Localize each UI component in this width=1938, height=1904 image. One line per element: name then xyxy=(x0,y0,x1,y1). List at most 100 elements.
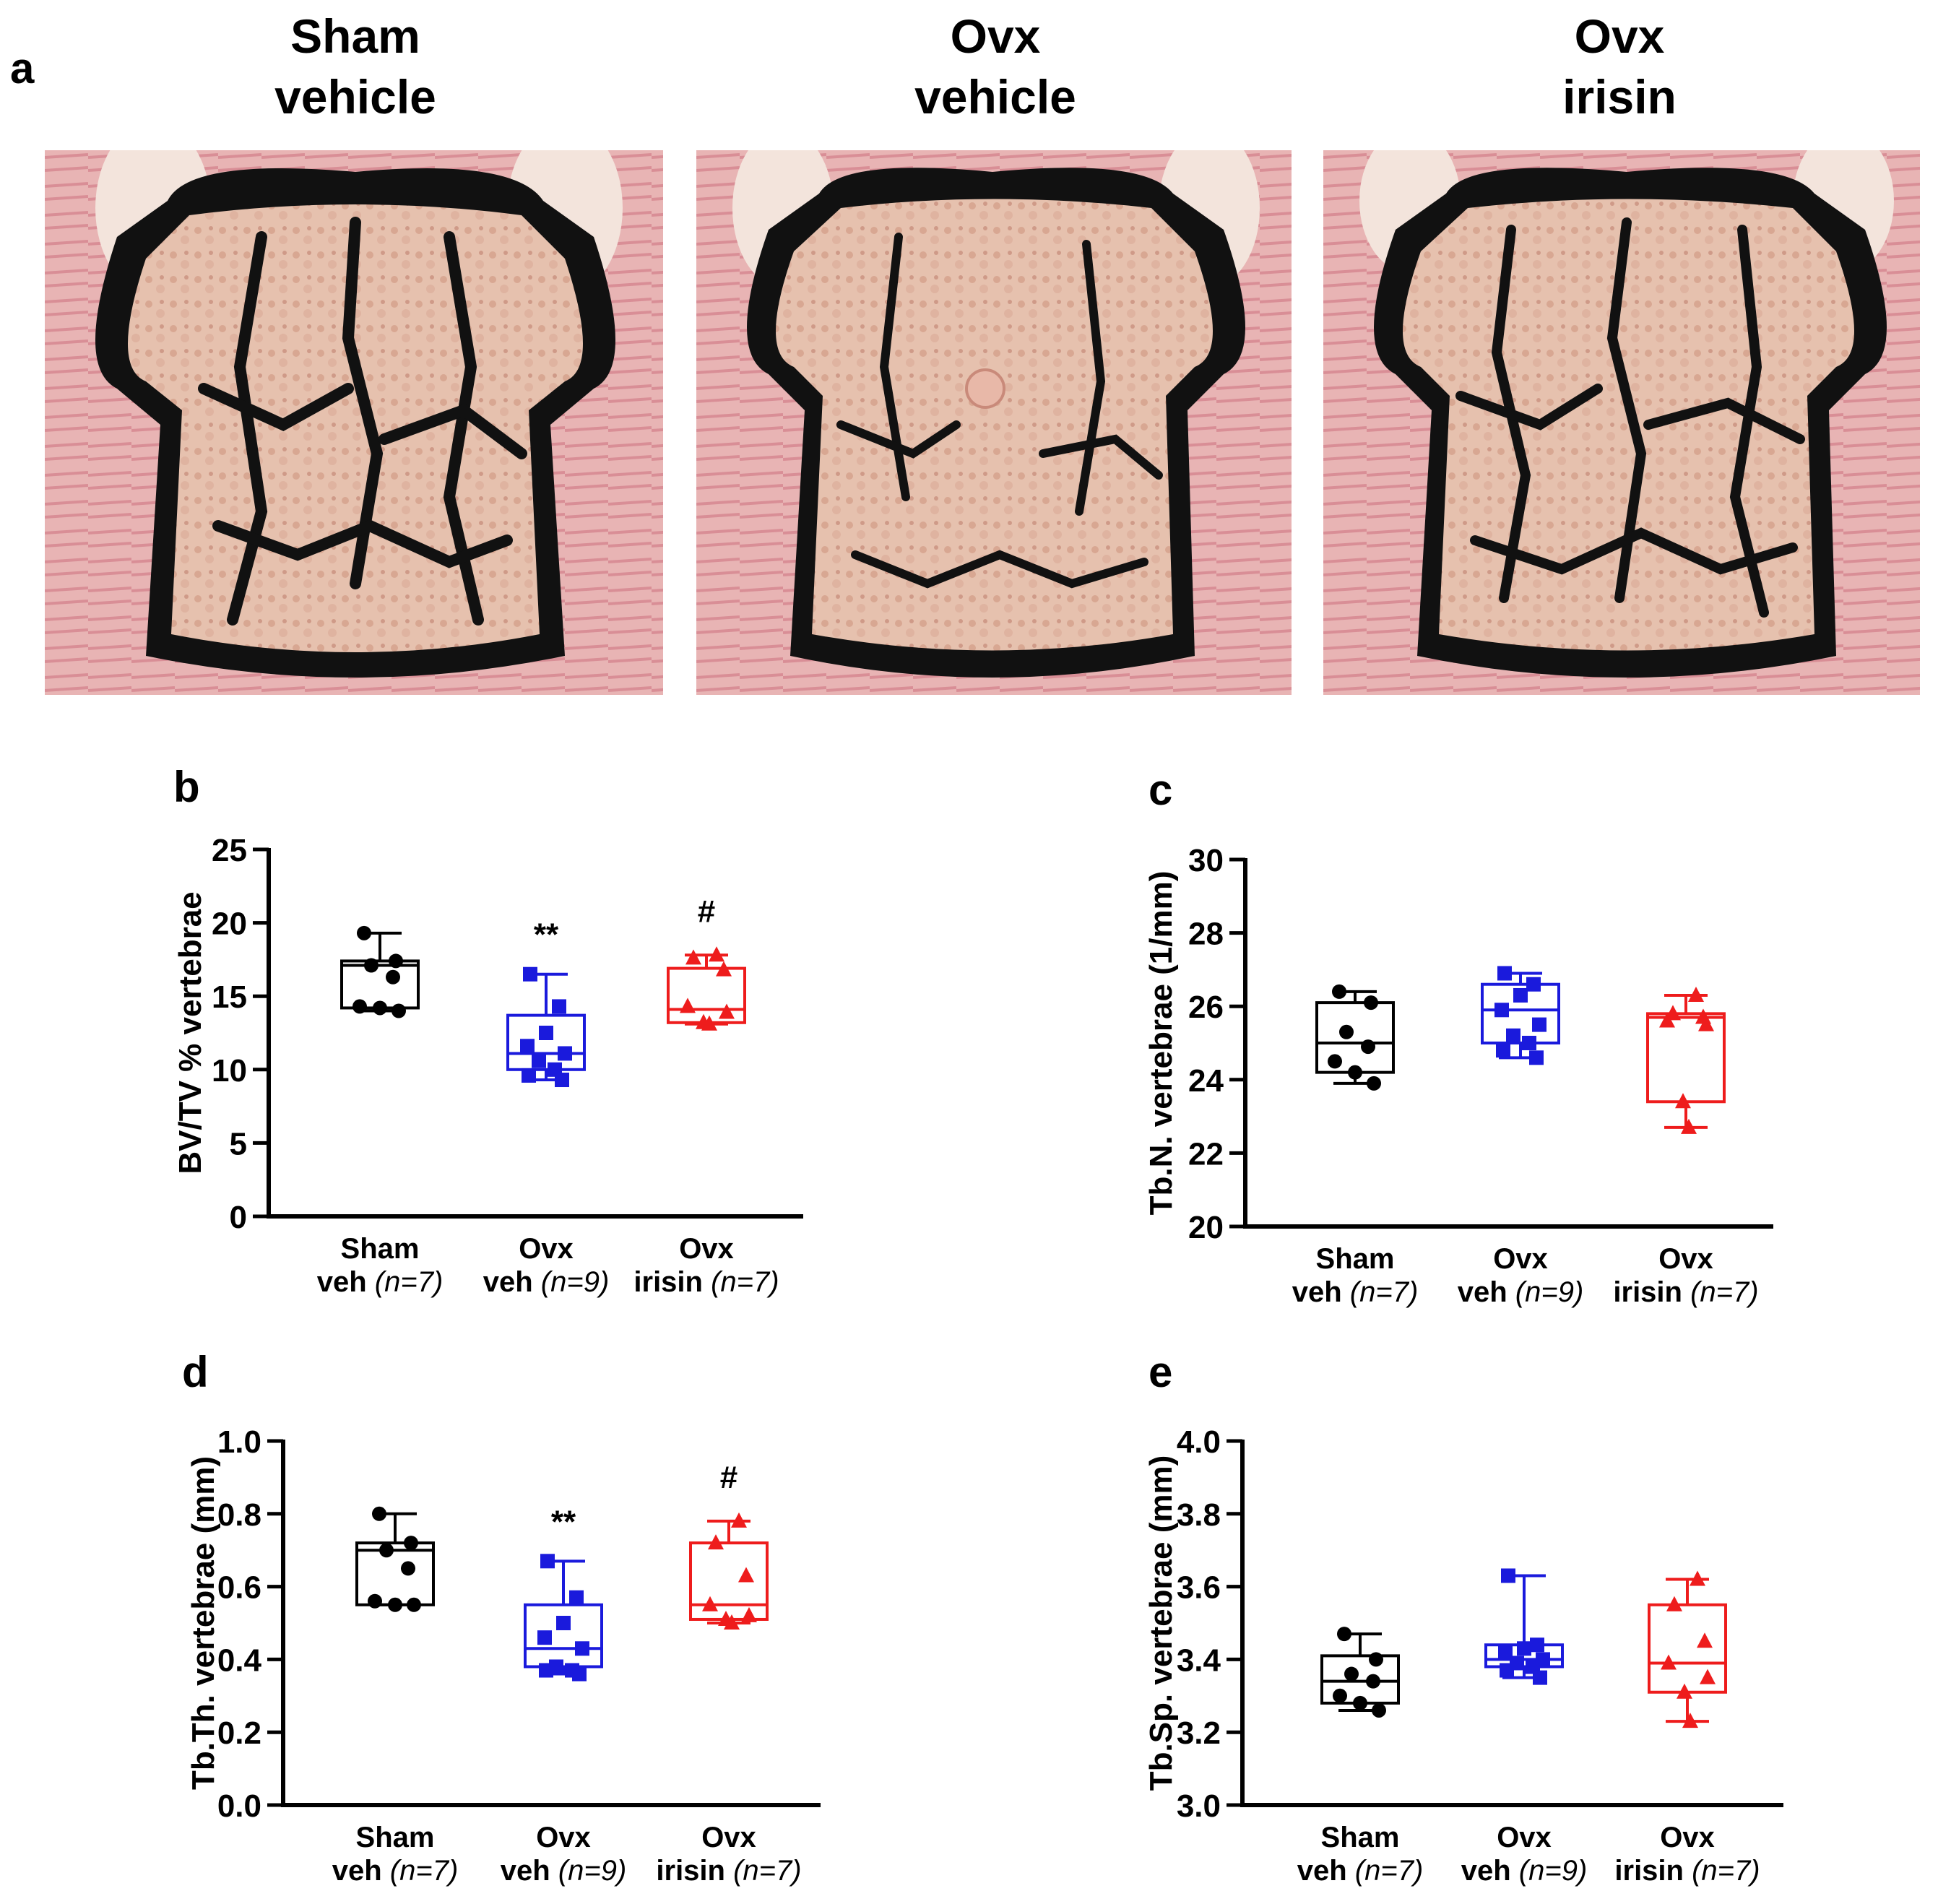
data-point xyxy=(532,1053,546,1068)
iqr-box xyxy=(1648,1603,1727,1694)
data-point xyxy=(1666,1596,1682,1611)
data-point xyxy=(1361,1039,1375,1055)
iqr-box xyxy=(1481,982,1560,1044)
data-point xyxy=(1698,1016,1714,1031)
data-point xyxy=(389,953,403,969)
data-point xyxy=(352,999,367,1014)
y-tick-label: 0.8 xyxy=(217,1497,261,1533)
y-tick-label: 26 xyxy=(1188,990,1224,1025)
x-category-label: Ovx xyxy=(536,1822,591,1853)
data-point xyxy=(685,949,701,965)
significance-marker: ** xyxy=(534,917,559,953)
y-tick-label: 10 xyxy=(212,1053,247,1089)
x-category-label: Sham xyxy=(356,1822,435,1853)
data-point xyxy=(1681,1118,1697,1134)
y-tick-label: 5 xyxy=(230,1126,247,1161)
x-category-label: Ovx xyxy=(679,1233,734,1265)
image-title-line2: irisin xyxy=(1562,70,1677,124)
data-point xyxy=(364,958,378,973)
chart-panel-d: d 0.0 0.2 0.4 0.6 0.8 1.0Tb.Th. vertebrae (mm)… xyxy=(182,1348,821,1887)
data-point xyxy=(1675,1093,1691,1109)
data-point xyxy=(555,1073,569,1088)
data-point xyxy=(522,1068,536,1083)
panel-letter-e: e xyxy=(1148,1348,1172,1396)
vertebra-micrograph-ovx-irisin xyxy=(1323,150,1920,695)
data-point xyxy=(537,1630,552,1645)
image-title-line2: vehicle xyxy=(274,70,436,124)
significance-marker: ** xyxy=(551,1504,576,1539)
data-point xyxy=(724,1614,740,1630)
image-title-line1: Ovx xyxy=(950,9,1041,63)
data-point xyxy=(1677,1683,1692,1699)
data-point xyxy=(1344,1666,1359,1682)
x-category-sublabel: veh (n=7) xyxy=(332,1855,459,1887)
iqr-box xyxy=(1646,1012,1726,1104)
image-title-line1: Ovx xyxy=(1574,9,1665,63)
data-point xyxy=(372,1506,386,1521)
vertebra-micrograph-ovx-vehicle xyxy=(696,150,1292,695)
data-point xyxy=(1526,977,1541,992)
data-point xyxy=(1506,1028,1520,1043)
data-point xyxy=(1496,1043,1510,1058)
panel-letter-d: d xyxy=(182,1348,209,1396)
box-group-ovx_veh xyxy=(1481,966,1560,1065)
x-category-sublabel: irisin (n=7) xyxy=(656,1855,801,1887)
data-point xyxy=(1339,1024,1354,1039)
panel-letter-c: c xyxy=(1148,766,1172,814)
data-point xyxy=(1533,1670,1547,1685)
data-point xyxy=(556,1616,571,1630)
data-point xyxy=(388,1597,402,1612)
data-point xyxy=(1353,1695,1367,1710)
data-point xyxy=(539,1026,553,1040)
data-point xyxy=(558,1046,572,1061)
data-point xyxy=(1366,1674,1380,1689)
y-axis-label: Tb.Sp. vertebrae (mm) xyxy=(1143,1455,1179,1791)
y-tick-label: 3.6 xyxy=(1177,1570,1221,1606)
iqr-box xyxy=(689,1541,769,1621)
y-tick-label: 22 xyxy=(1188,1136,1224,1172)
vertebra-micrograph-sham-vehicle xyxy=(45,150,663,695)
data-point xyxy=(741,1606,757,1622)
y-tick-label: 20 xyxy=(1188,1210,1224,1245)
data-point xyxy=(1332,984,1346,999)
x-category-label: Sham xyxy=(341,1233,420,1265)
x-category-sublabel: veh (n=9) xyxy=(501,1855,627,1887)
data-point xyxy=(539,1663,553,1678)
data-point xyxy=(701,1015,717,1031)
y-tick-label: 25 xyxy=(212,833,247,868)
data-point xyxy=(386,969,400,985)
x-category-label: Sham xyxy=(1321,1822,1400,1853)
y-tick-label: 0.0 xyxy=(217,1788,261,1824)
data-point xyxy=(575,1641,589,1656)
panel-letter-a: a xyxy=(10,44,35,92)
box-group-ovx_veh: ** xyxy=(506,917,586,1088)
significance-marker: # xyxy=(720,1460,737,1495)
y-tick-label: 1.0 xyxy=(217,1424,261,1460)
x-category-label: Ovx xyxy=(701,1822,756,1853)
data-point xyxy=(702,1596,718,1611)
box-group-ovx_irisin: # xyxy=(667,893,746,1031)
panel-letter-b: b xyxy=(173,763,200,811)
data-point xyxy=(1522,1036,1536,1050)
x-category-label: Ovx xyxy=(1493,1243,1548,1275)
iqr-box xyxy=(506,1013,586,1071)
x-category-sublabel: veh (n=9) xyxy=(483,1266,610,1298)
y-tick-label: 4.0 xyxy=(1177,1424,1221,1460)
data-point xyxy=(719,1003,735,1019)
x-category-sublabel: irisin (n=7) xyxy=(633,1266,779,1298)
data-point xyxy=(572,1666,587,1682)
box-group-ovx_veh xyxy=(1484,1568,1564,1685)
image-title-ovx-vehicle: Ovx vehicle xyxy=(851,6,1140,127)
data-point xyxy=(523,966,537,982)
image-title-line2: vehicle xyxy=(914,70,1076,124)
data-point xyxy=(1697,1632,1713,1648)
box-group-ovx_irisin xyxy=(1646,986,1726,1134)
y-tick-label: 20 xyxy=(212,906,247,942)
data-point xyxy=(1372,1702,1386,1718)
data-point xyxy=(1367,1076,1381,1091)
box-group-ovx_irisin xyxy=(1648,1570,1727,1728)
data-point xyxy=(407,1597,421,1612)
